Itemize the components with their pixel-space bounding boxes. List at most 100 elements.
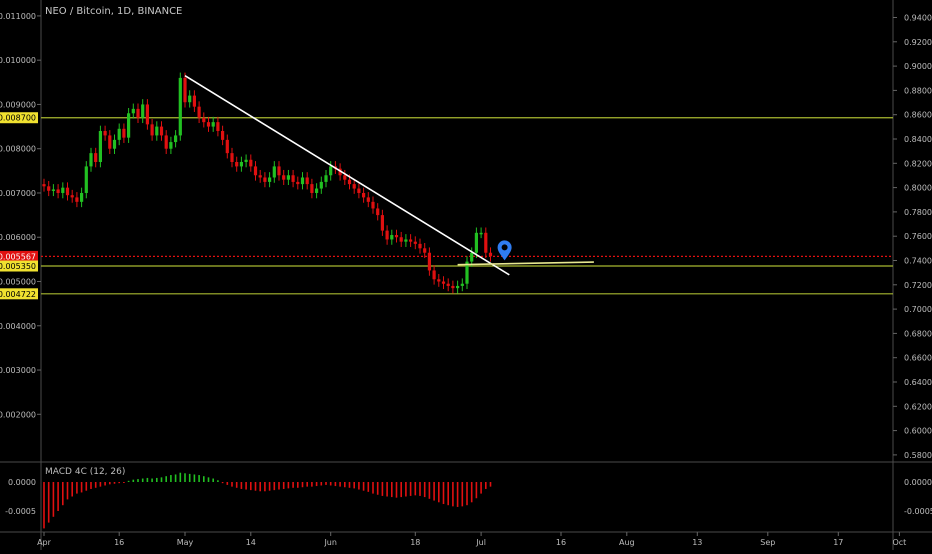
macd-bar (376, 482, 379, 495)
candle-up (474, 232, 478, 253)
candle-down (423, 248, 427, 253)
macd-bar (99, 482, 102, 487)
macd-bar (174, 474, 177, 482)
candle-down (197, 106, 201, 118)
macd-bar (231, 482, 233, 487)
candle-up (319, 181, 323, 189)
candle-down (451, 285, 455, 289)
macd-bar (62, 482, 64, 506)
macd-bar (489, 482, 492, 487)
macd-bar (301, 482, 304, 488)
right-axis-tick-label: 0.6600 (904, 354, 932, 363)
candle-down (366, 197, 370, 202)
price-label-text: 0.005567 (0, 252, 36, 261)
candle-down (409, 239, 413, 242)
macd-bar (367, 482, 370, 492)
macd-bar (184, 473, 186, 482)
macd-bar (311, 482, 313, 487)
macd-bar (428, 482, 431, 499)
macd-bar (85, 482, 88, 491)
macd-left-tick-label: -0.0005 (5, 507, 36, 516)
candle-down (277, 166, 281, 176)
candle-up (239, 161, 243, 167)
macd-bar (127, 480, 130, 482)
right-axis-tick-label: 0.8800 (904, 86, 932, 95)
candle-up (188, 95, 192, 103)
macd-right-tick-label: -0.0005 (904, 507, 932, 516)
macd-bar (43, 482, 45, 529)
candle-down (305, 177, 309, 185)
left-axis-tick-label: 0.008000 (0, 145, 36, 154)
right-axis-tick-label: 0.7400 (904, 257, 932, 266)
candle-up (470, 252, 474, 262)
candle-down (394, 235, 399, 238)
macd-bar (132, 479, 135, 482)
candle-down (206, 122, 211, 127)
candle-down (484, 232, 488, 253)
candle-up (98, 131, 102, 162)
candle-up (61, 187, 65, 193)
candle-down (122, 128, 126, 138)
candle-up (112, 139, 117, 149)
macd-indicator-label[interactable]: MACD 4C (12, 26) (45, 467, 126, 477)
trendline[interactable] (457, 261, 594, 266)
candle-down (202, 117, 206, 123)
macd-bar (297, 482, 299, 488)
macd-bar (109, 482, 111, 485)
macd-bar (433, 482, 435, 501)
candle-down (150, 124, 154, 136)
candle-up (155, 126, 159, 136)
candle-down (362, 192, 366, 198)
candle-down (230, 153, 234, 162)
macd-bar (57, 482, 59, 511)
time-axis-label: Aug (619, 538, 635, 547)
candle-down (258, 175, 262, 178)
location-pin-icon[interactable] (497, 240, 512, 261)
candle-up (80, 192, 84, 202)
macd-right-tick-label: 0.0000 (904, 478, 932, 487)
candle-down (357, 188, 361, 193)
macd-bar (381, 482, 384, 496)
candle-down (225, 139, 229, 154)
macd-bar (325, 482, 327, 485)
macd-bar (480, 482, 482, 494)
macd-bar (156, 477, 158, 482)
candle-down (164, 135, 168, 149)
macd-bar (287, 482, 290, 489)
macd-bar (226, 482, 229, 485)
macd-bar (423, 482, 426, 498)
candle-down (343, 175, 347, 180)
right-axis-tick-label: 0.9400 (904, 14, 932, 23)
macd-bar (240, 482, 243, 489)
price-label-badge (0, 260, 38, 272)
candle-down (399, 237, 403, 242)
macd-bar (358, 482, 360, 490)
candle-down (338, 168, 342, 176)
macd-bar (470, 482, 473, 503)
candle-down (310, 184, 314, 193)
time-axis-label: 17 (833, 538, 843, 547)
time-axis-label: 18 (410, 538, 420, 547)
price-label-text: 0.004722 (0, 290, 36, 299)
macd-bar (353, 482, 355, 489)
macd-bar (334, 482, 337, 487)
price-label-badge (0, 112, 38, 124)
macd-bar (104, 482, 106, 486)
macd-bar (456, 482, 459, 507)
macd-bar (348, 482, 351, 488)
macd-bar (395, 482, 398, 498)
macd-bar (306, 482, 308, 487)
trendline[interactable] (184, 74, 510, 276)
macd-left-tick-label: 0.0000 (8, 478, 36, 487)
candle-down (108, 135, 112, 149)
macd-bar (90, 482, 92, 489)
candle-down (282, 175, 286, 180)
candle-down (183, 77, 187, 103)
macd-bar (400, 482, 402, 498)
macd-bar (113, 482, 116, 484)
left-axis-tick-label: 0.007000 (0, 189, 36, 198)
candle-down (56, 189, 60, 193)
macd-bar (221, 482, 224, 484)
left-axis-tick-label: 0.010000 (0, 56, 36, 65)
